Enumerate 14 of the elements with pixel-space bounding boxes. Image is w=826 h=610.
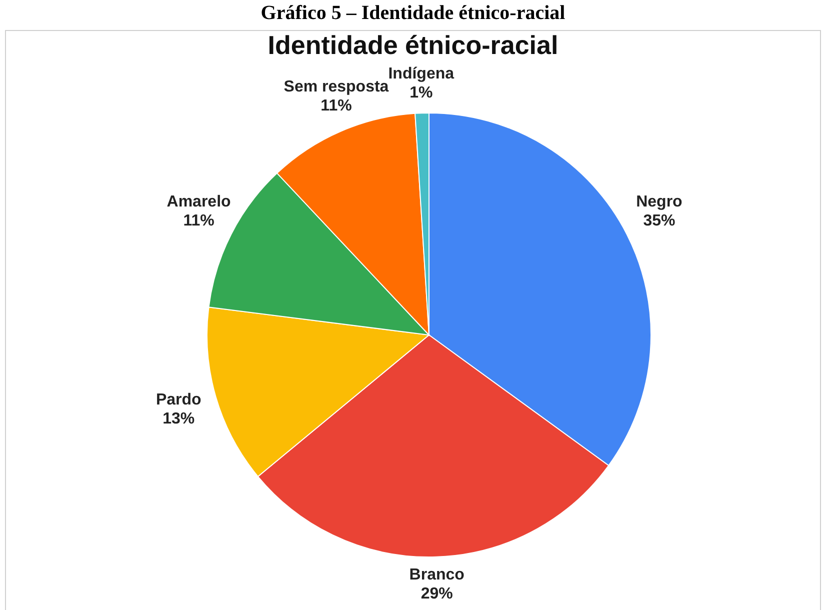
data-label: 11% <box>320 98 352 115</box>
data-label: 29% <box>420 586 453 603</box>
data-label: 11% <box>183 212 214 230</box>
chart-title: Identidade étnico-racial <box>266 30 560 61</box>
slice-label: Negro <box>636 194 683 211</box>
slice-label: Indígena <box>388 65 454 82</box>
data-label: 35% <box>643 212 676 230</box>
slice-label: Branco <box>409 566 465 584</box>
chart-subtitle: Gráfico 5 – Identidade étnico-racial <box>260 2 566 24</box>
slice-label: Sem resposta <box>284 78 389 96</box>
slice-label: Amarelo <box>166 194 232 211</box>
data-label: 1% <box>410 84 433 102</box>
slice-label: Pardo <box>156 392 202 409</box>
data-label: 13% <box>162 410 195 428</box>
